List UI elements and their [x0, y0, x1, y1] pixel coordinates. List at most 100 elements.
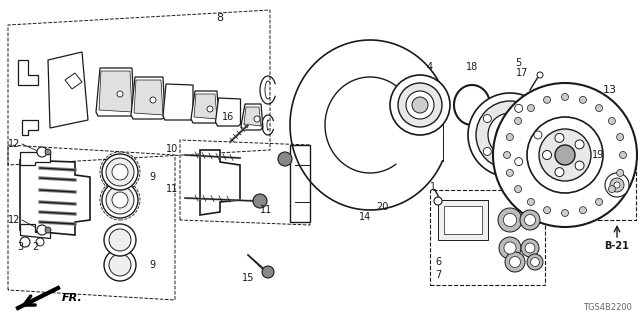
Circle shape: [617, 169, 623, 176]
Circle shape: [150, 97, 156, 103]
Circle shape: [488, 113, 532, 157]
Circle shape: [117, 91, 123, 97]
Text: 11: 11: [166, 184, 178, 194]
Circle shape: [543, 150, 552, 159]
Polygon shape: [131, 77, 165, 119]
Polygon shape: [194, 94, 217, 119]
Circle shape: [253, 194, 267, 208]
Text: FR.: FR.: [62, 293, 83, 303]
Circle shape: [102, 182, 138, 218]
Circle shape: [515, 186, 522, 193]
Polygon shape: [20, 152, 50, 165]
Bar: [598, 165, 636, 220]
Polygon shape: [99, 71, 132, 112]
Circle shape: [555, 133, 564, 142]
Circle shape: [104, 249, 136, 281]
Circle shape: [609, 117, 616, 124]
Text: 12: 12: [8, 139, 20, 149]
Circle shape: [506, 133, 513, 140]
Circle shape: [254, 116, 260, 122]
Polygon shape: [191, 91, 219, 123]
Circle shape: [493, 83, 637, 227]
Circle shape: [617, 133, 623, 140]
Text: 9: 9: [149, 172, 155, 182]
Circle shape: [499, 237, 521, 259]
Circle shape: [106, 158, 134, 186]
Circle shape: [555, 145, 575, 165]
Circle shape: [509, 257, 520, 268]
Circle shape: [398, 83, 442, 127]
Circle shape: [506, 169, 513, 176]
Circle shape: [521, 239, 539, 257]
Text: 9: 9: [149, 260, 155, 270]
Circle shape: [609, 186, 616, 193]
Text: 3: 3: [17, 242, 23, 252]
Circle shape: [37, 147, 47, 157]
Circle shape: [525, 243, 535, 253]
Polygon shape: [163, 84, 193, 120]
Circle shape: [520, 210, 540, 230]
Text: 2: 2: [32, 242, 38, 252]
Bar: [438, 200, 488, 240]
Text: 11: 11: [260, 205, 272, 215]
Circle shape: [434, 197, 442, 205]
Polygon shape: [244, 107, 261, 126]
Circle shape: [109, 229, 131, 251]
Circle shape: [527, 254, 543, 270]
Circle shape: [278, 152, 292, 166]
Circle shape: [503, 128, 517, 142]
Circle shape: [596, 198, 603, 205]
Circle shape: [515, 117, 522, 124]
Text: 8: 8: [216, 13, 223, 23]
Circle shape: [579, 207, 586, 214]
Circle shape: [390, 75, 450, 135]
Circle shape: [534, 131, 542, 139]
Circle shape: [468, 93, 552, 177]
Circle shape: [106, 186, 134, 214]
Text: 10: 10: [166, 144, 178, 154]
Circle shape: [561, 210, 568, 217]
Polygon shape: [216, 98, 241, 126]
Polygon shape: [18, 60, 38, 85]
Circle shape: [483, 148, 492, 156]
Text: 6: 6: [435, 257, 441, 267]
Circle shape: [104, 224, 136, 256]
Text: B-21: B-21: [605, 241, 629, 251]
Circle shape: [504, 242, 516, 254]
Circle shape: [527, 105, 534, 112]
Circle shape: [555, 168, 564, 177]
Circle shape: [483, 115, 492, 123]
Circle shape: [579, 96, 586, 103]
Circle shape: [207, 106, 213, 112]
Circle shape: [543, 207, 550, 214]
Text: 19: 19: [592, 150, 604, 160]
Polygon shape: [20, 160, 90, 235]
Circle shape: [537, 72, 543, 78]
Circle shape: [596, 105, 603, 112]
Text: 20: 20: [376, 202, 388, 212]
Circle shape: [412, 97, 428, 113]
Polygon shape: [241, 104, 263, 130]
Circle shape: [515, 104, 523, 112]
Circle shape: [575, 161, 584, 170]
Polygon shape: [96, 68, 134, 116]
Text: 18: 18: [466, 62, 478, 72]
Circle shape: [515, 158, 523, 166]
Circle shape: [575, 140, 584, 149]
Circle shape: [527, 117, 603, 193]
Text: 17: 17: [516, 68, 528, 78]
Polygon shape: [290, 145, 310, 222]
Circle shape: [525, 214, 536, 226]
Circle shape: [20, 237, 30, 247]
Text: 14: 14: [359, 212, 371, 222]
Text: 4: 4: [427, 62, 433, 72]
Circle shape: [527, 198, 534, 205]
Circle shape: [45, 149, 51, 155]
Circle shape: [620, 151, 627, 158]
Circle shape: [37, 225, 47, 235]
Text: 7: 7: [435, 270, 441, 280]
Circle shape: [539, 129, 591, 181]
Circle shape: [102, 154, 138, 190]
Bar: [444, 206, 482, 234]
Polygon shape: [20, 224, 50, 238]
